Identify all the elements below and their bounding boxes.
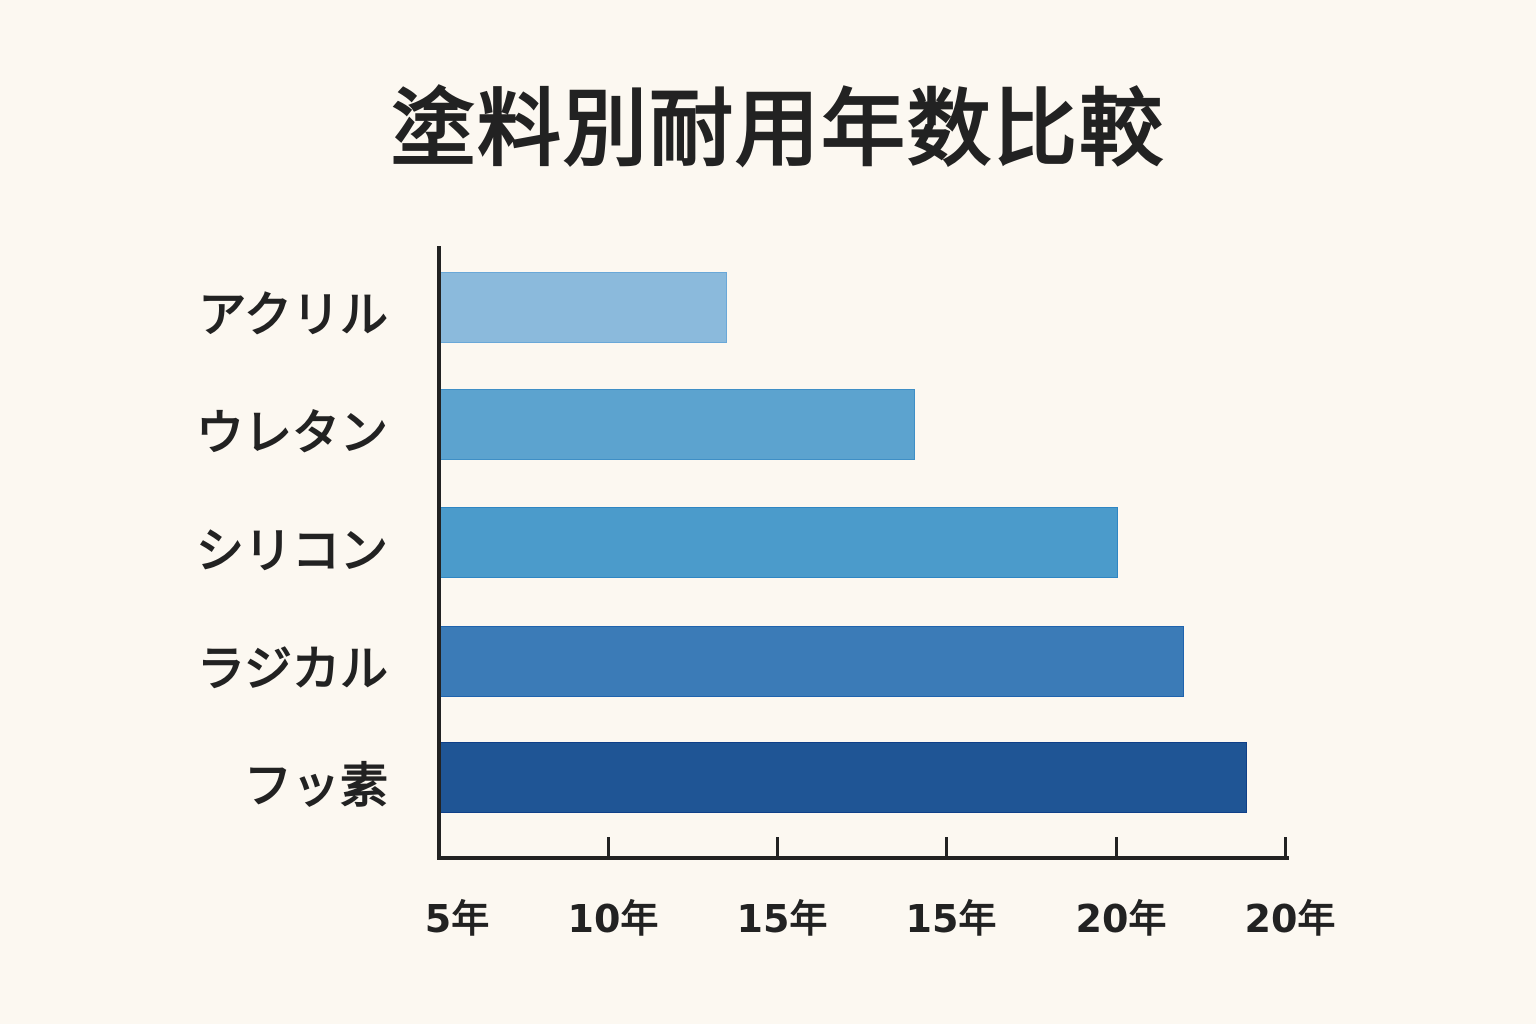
bar-fluorine [441,742,1247,813]
x-tick [776,837,779,858]
bar-silicone [441,507,1118,578]
x-tick-label: 20年 [1244,897,1336,941]
x-tick [1115,837,1118,858]
bar-radical [441,626,1184,697]
x-tick [945,837,948,858]
category-label-silicone: シリコン [195,523,388,579]
category-label-urethane: ウレタン [195,405,388,461]
category-label-fluorine: フッ素 [243,758,388,814]
category-label-radical: ラジカル [196,641,388,697]
x-tick-label: 15年 [905,897,997,941]
x-tick [1284,837,1287,858]
x-tick [607,837,610,858]
x-tick-label: 15年 [736,897,828,941]
bar-urethane [441,389,915,460]
x-tick-label: 5年 [424,897,490,941]
bar-acrylic [441,272,727,343]
y-axis-line [437,246,441,860]
x-axis-line [437,856,1289,860]
x-tick-label: 10年 [567,897,659,941]
category-label-acrylic: アクリル [198,287,388,343]
x-tick-label: 20年 [1075,897,1167,941]
chart-title: 塗料別耐用年数比較 [390,80,1165,178]
